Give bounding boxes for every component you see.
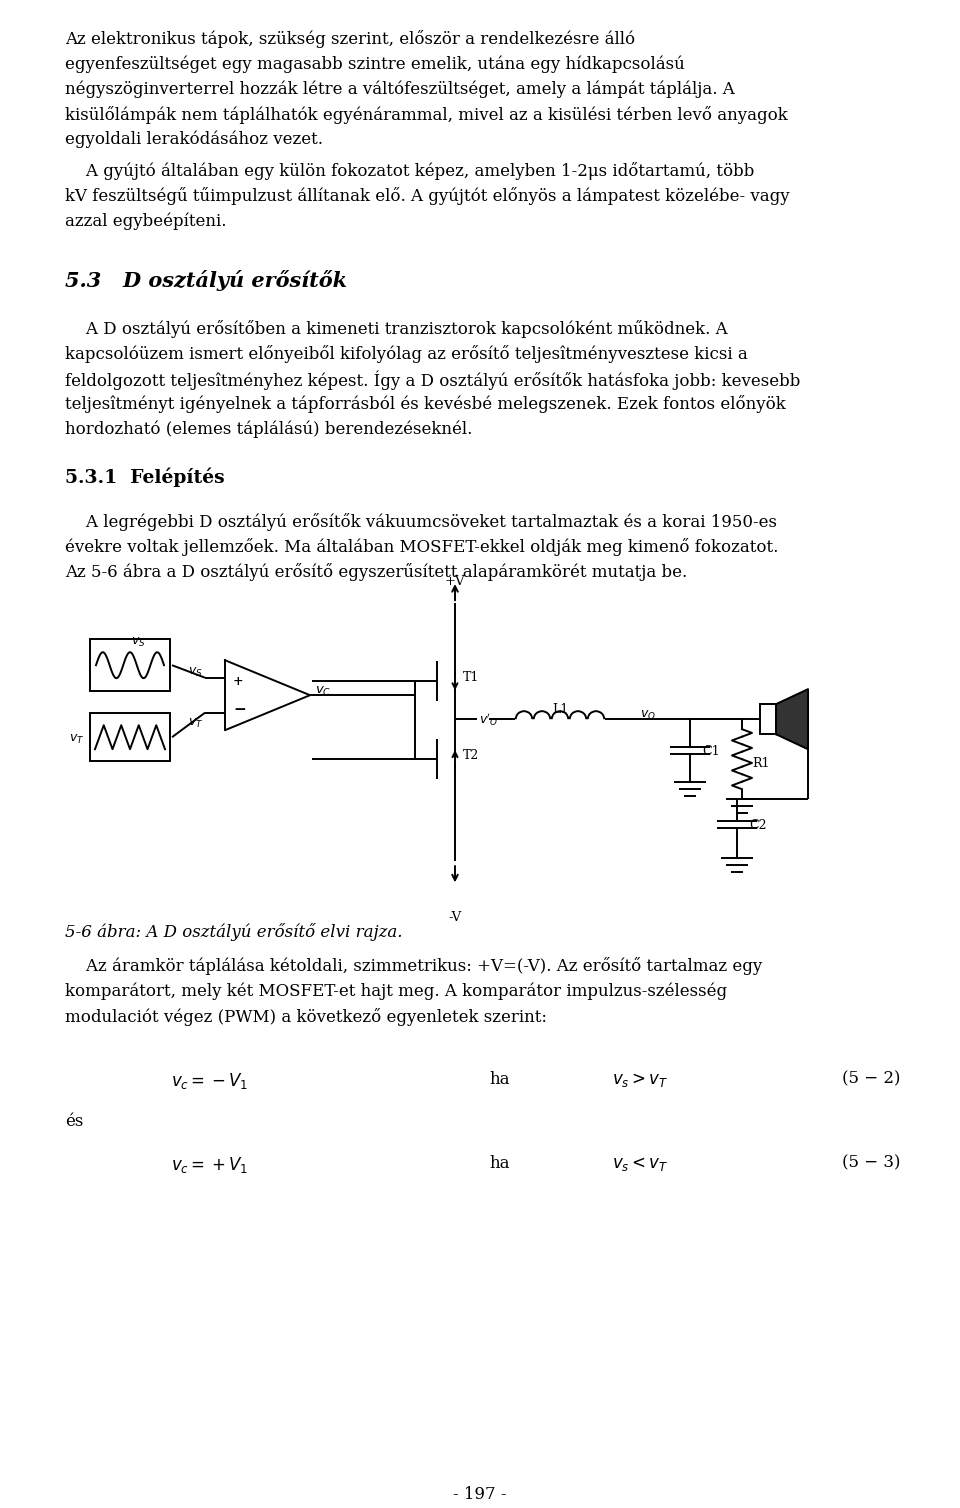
Text: (5 − 2): (5 − 2)	[842, 1071, 900, 1087]
Text: $v_s > v_T$: $v_s > v_T$	[612, 1071, 668, 1089]
Text: azzal egybeépíteni.: azzal egybeépíteni.	[65, 213, 227, 229]
Text: C1: C1	[702, 745, 720, 759]
Text: −: −	[233, 703, 246, 718]
Polygon shape	[776, 689, 808, 749]
Text: $v_S$: $v_S$	[131, 636, 145, 650]
Text: $v_c = -V_1$: $v_c = -V_1$	[171, 1071, 249, 1090]
Text: $v_c = +V_1$: $v_c = +V_1$	[171, 1155, 249, 1175]
Text: R1: R1	[752, 757, 770, 771]
Polygon shape	[225, 661, 310, 730]
Text: kapcsolóüzem ismert előnyeiből kifolyólag az erősítő teljesîtményvesztese kicsi : kapcsolóüzem ismert előnyeiből kifolyóla…	[65, 345, 748, 363]
Bar	[90, 713, 170, 762]
Text: +V: +V	[444, 575, 466, 588]
Text: A legrégebbi D osztályú erősítők vákuumcsöveket tartalmaztak és a korai 1950-es: A legrégebbi D osztályú erősítők vákuumc…	[65, 513, 777, 531]
Text: $v_O$: $v_O$	[640, 709, 656, 722]
Bar	[90, 639, 170, 691]
Text: és: és	[65, 1113, 84, 1129]
Text: kV feszültségű tűimpulzust állítanak elő. A gyújtót előnyös a lámpatest közelébe: kV feszültségű tűimpulzust állítanak elő…	[65, 187, 790, 205]
Text: Az 5-6 ábra a D osztályú erősítő egyszerűsített alapáramkörét mutatja be.: Az 5-6 ábra a D osztályú erősítő egyszer…	[65, 562, 687, 581]
Text: $v_T$: $v_T$	[69, 733, 84, 746]
Text: 5-6 ábra: A D osztályú erősítő elvi rajza.: 5-6 ábra: A D osztályú erősítő elvi rajz…	[65, 923, 402, 941]
Text: $v_C$: $v_C$	[315, 685, 331, 698]
Text: L1: L1	[552, 703, 568, 716]
Text: $v_T$: $v_T$	[188, 716, 203, 730]
Text: 5.3   D osztályú erősítők: 5.3 D osztályú erősítők	[65, 270, 348, 291]
Text: komparátort, mely két MOSFET-et hajt meg. A komparátor impulzus-szélesség: komparátort, mely két MOSFET-et hajt meg…	[65, 982, 727, 1000]
Text: ha: ha	[490, 1155, 511, 1172]
Text: A D osztályú erősítőben a kimeneti tranzisztorok kapcsolóként működnek. A: A D osztályú erősítőben a kimeneti tranz…	[65, 320, 728, 338]
Text: $v'_O$: $v'_O$	[479, 712, 498, 728]
Text: kisülőlámpák nem táplálhatók egyénárammal, mivel az a kisülési térben levő anyag: kisülőlámpák nem táplálhatók egyénáramma…	[65, 106, 788, 124]
Bar	[760, 704, 776, 734]
Text: egyenfeszültséget egy magasabb szintre emelik, utána egy hídkapcsolású: egyenfeszültséget egy magasabb szintre e…	[65, 56, 684, 72]
Text: egyoldali lerakódásához vezet.: egyoldali lerakódásához vezet.	[65, 131, 323, 148]
Text: négyszöginverterrel hozzák létre a váltófeszültséget, amely a lámpát táplálja. A: négyszöginverterrel hozzák létre a váltó…	[65, 80, 734, 98]
Text: Az elektronikus tápok, szükség szerint, először a rendelkezésre álló: Az elektronikus tápok, szükség szerint, …	[65, 30, 636, 48]
Text: feldolgozott teljesîtményhez képest. Így a D osztályú erősítők hatásfoka jobb: k: feldolgozott teljesîtményhez képest. Így…	[65, 369, 801, 389]
Text: T1: T1	[463, 671, 479, 685]
Text: hordozható (elemes táplálású) berendezéseknél.: hordozható (elemes táplálású) berendezés…	[65, 421, 472, 437]
Text: ha: ha	[490, 1071, 511, 1087]
Text: évekre voltak jellemzőek. Ma általában MOSFET-ekkel oldják meg kimenő fokozatot.: évekre voltak jellemzőek. Ma általában M…	[65, 538, 779, 556]
Text: $v_S$: $v_S$	[188, 665, 203, 679]
Text: C2: C2	[749, 819, 766, 832]
Text: teljesîtményt igényelnek a tápforrásból és kevésbé melegszenek. Ezek fontos előn: teljesîtményt igényelnek a tápforrásból …	[65, 395, 785, 413]
Text: $v_s < v_T$: $v_s < v_T$	[612, 1155, 668, 1173]
Text: A gyújtó általában egy külön fokozatot képez, amelyben 1-2μs időtartamú, több: A gyújtó általában egy külön fokozatot k…	[65, 161, 755, 179]
Text: T2: T2	[463, 749, 479, 762]
Text: +: +	[233, 676, 244, 688]
Text: modulaciót végez (PWM) a következő egyenletek szerint:: modulaciót végez (PWM) a következő egyen…	[65, 1007, 547, 1025]
Text: - 197 -: - 197 -	[453, 1485, 507, 1503]
Text: (5 − 3): (5 − 3)	[842, 1155, 900, 1172]
Text: 5.3.1  Felépítés: 5.3.1 Felépítés	[65, 467, 225, 487]
Text: Az áramkör táplálása kétoldali, szimmetrikus: +V=(-V). Az erősítő tartalmaz egy: Az áramkör táplálása kétoldali, szimmetr…	[65, 958, 762, 976]
Text: -V: -V	[448, 911, 462, 924]
